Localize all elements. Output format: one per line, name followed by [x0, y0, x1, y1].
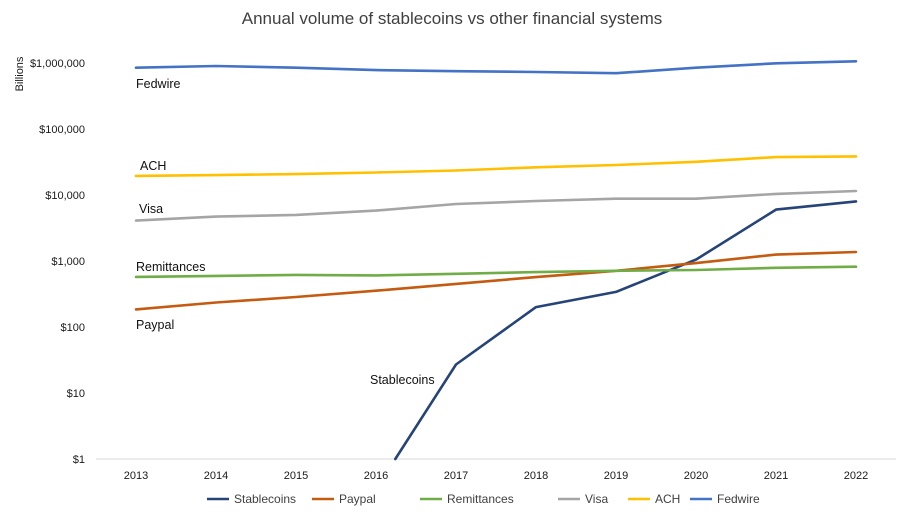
x-tick-label: 2021: [764, 470, 788, 482]
series-line-fedwire: [134, 59, 858, 75]
legend: Stablecoins Paypal Remittances Visa ACH Fedwi…: [207, 492, 760, 506]
legend-label-ach: ACH: [655, 492, 680, 506]
legend-label-stablecoins: Stablecoins: [234, 492, 296, 506]
series-label-fedwire: Fedwire: [136, 77, 181, 91]
series-line-ach: [134, 155, 858, 178]
y-tick-label: $1: [73, 454, 85, 466]
series-label-visa: Visa: [139, 202, 163, 216]
series-label-paypal: Paypal: [136, 318, 174, 332]
x-tick-label: 2015: [284, 470, 308, 482]
series-lines: [134, 59, 858, 461]
x-tick-label: 2017: [444, 470, 468, 482]
series-labels: Fedwire ACH Visa Remittances Paypal Stab…: [136, 77, 435, 387]
series-line-visa: [134, 189, 858, 222]
chart-title: Annual volume of stablecoins vs other fi…: [242, 9, 662, 28]
legend-label-paypal: Paypal: [339, 492, 376, 506]
y-tick-label: $10: [67, 388, 85, 400]
series-label-ach: ACH: [140, 159, 166, 173]
y-tick-label: $1,000,000: [30, 58, 85, 70]
legend-label-fedwire: Fedwire: [717, 492, 760, 506]
y-axis-label: Billions: [14, 56, 26, 91]
y-tick-label: $1,000: [51, 256, 85, 268]
x-tick-label: 2019: [604, 470, 628, 482]
y-tick-labels: $1 $10 $100 $1,000 $10,000 $100,000 $1,000,000: [30, 58, 85, 466]
series-line-paypal: [134, 250, 858, 311]
y-tick-label: $10,000: [45, 190, 85, 202]
legend-label-remittances: Remittances: [447, 492, 514, 506]
x-tick-label: 2016: [364, 470, 388, 482]
series-label-stablecoins: Stablecoins: [370, 373, 435, 387]
x-tick-labels: 2013 2014 2015 2016 2017 2018 2019 2020 2021 2022: [124, 470, 868, 482]
legend-label-visa: Visa: [585, 492, 608, 506]
x-tick-label: 2022: [844, 470, 868, 482]
x-tick-label: 2014: [204, 470, 228, 482]
y-tick-label: $100: [61, 322, 85, 334]
series-line-remittances: [134, 265, 858, 279]
x-tick-label: 2020: [684, 470, 708, 482]
series-line-stablecoins: [393, 200, 858, 461]
y-tick-label: $100,000: [39, 124, 85, 136]
series-label-remittances: Remittances: [136, 260, 205, 274]
x-tick-label: 2018: [524, 470, 548, 482]
x-tick-label: 2013: [124, 470, 148, 482]
